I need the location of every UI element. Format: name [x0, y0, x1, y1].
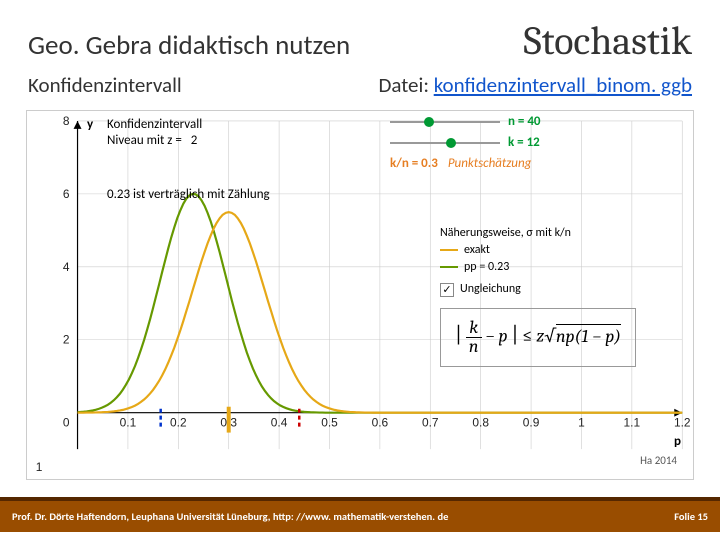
title-left: Geo. Gebra didaktisch nutzen — [28, 29, 350, 62]
svg-text:1: 1 — [36, 460, 43, 474]
chart-title2-text: Niveau mit z = — [107, 133, 182, 148]
legend-approx: Näherungsweise, σ mit k/n — [440, 225, 660, 242]
svg-text:2: 2 — [63, 333, 70, 347]
formula-box: | k n − p | ≤ z√np(1 − p) — [440, 308, 636, 367]
check-icon[interactable]: ✓ — [440, 283, 454, 297]
chart-title1: Konfidenzintervall — [107, 117, 202, 132]
check-label: Ungleichung — [460, 281, 521, 298]
svg-text:0.1: 0.1 — [120, 416, 137, 430]
svg-text:0.2: 0.2 — [170, 416, 187, 430]
compat-text: 0.23 ist verträglich mit Zählung — [107, 187, 270, 202]
legend: Näherungsweise, σ mit k/n exakt pp = 0.2… — [440, 225, 660, 367]
file-prefix: Datei: — [378, 72, 433, 98]
svg-text:8: 8 — [63, 114, 70, 128]
xlabel: p — [674, 434, 681, 449]
slider-n-label: n = 40 — [508, 114, 541, 129]
legend-pp-row: pp = 0.23 — [440, 259, 660, 276]
chart-title2-val: 2 — [191, 133, 198, 148]
check-row: ✓ Ungleichung — [440, 281, 660, 298]
slider-n-row: n = 40 — [390, 114, 680, 129]
slider-n[interactable] — [390, 121, 500, 123]
svg-text:0: 0 — [63, 416, 70, 430]
legend-pp: pp = 0.23 — [464, 259, 509, 276]
file-link[interactable]: konfidenzintervall_binom. ggb — [434, 72, 692, 98]
ylabel: y — [87, 117, 93, 132]
slider-k[interactable] — [390, 142, 500, 144]
svg-text:1: 1 — [578, 416, 585, 430]
swatch-exact — [440, 249, 458, 251]
svg-text:1.1: 1.1 — [624, 416, 641, 430]
svg-text:0.4: 0.4 — [271, 416, 288, 430]
header: Geo. Gebra didaktisch nutzen Stochastik — [0, 0, 720, 72]
svg-text:0.7: 0.7 — [422, 416, 439, 430]
svg-text:0.8: 0.8 — [472, 416, 489, 430]
svg-text:0.9: 0.9 — [523, 416, 540, 430]
slider-k-row: k = 12 — [390, 135, 680, 150]
author: Ha 2014 — [640, 454, 677, 467]
subheader: Konfidenzintervall Datei: konfidenzinter… — [0, 72, 720, 106]
footer: Prof. Dr. Dörte Haftendorn, Leuphana Uni… — [0, 497, 720, 532]
ratio-row: k/n = 0.3 Punktschätzung — [390, 156, 680, 171]
chart-title2: Niveau mit z = 2 — [107, 133, 197, 148]
svg-text:1.2: 1.2 — [674, 416, 691, 430]
controls: n = 40 k = 12 k/n = 0.3 Punktschätzung — [390, 114, 680, 177]
footer-left: Prof. Dr. Dörte Haftendorn, Leuphana Uni… — [12, 510, 448, 523]
slider-k-label: k = 12 — [508, 135, 540, 150]
slide: Geo. Gebra didaktisch nutzen Stochastik … — [0, 0, 720, 540]
svg-text:4: 4 — [63, 260, 70, 274]
legend-exact: exakt — [464, 242, 490, 259]
sub-right: Datei: konfidenzintervall_binom. ggb — [378, 72, 692, 98]
swatch-pp — [440, 266, 458, 268]
svg-text:6: 6 — [63, 187, 70, 201]
svg-text:0.5: 0.5 — [321, 416, 338, 430]
footer-right: Folie 15 — [674, 510, 708, 523]
legend-exact-row: exakt — [440, 242, 660, 259]
svg-text:0.6: 0.6 — [372, 416, 389, 430]
ratio-label: k/n = 0.3 — [390, 156, 438, 171]
sub-left: Konfidenzintervall — [28, 72, 182, 98]
title-right: Stochastik — [523, 18, 692, 64]
punkt-label: Punktschätzung — [448, 156, 532, 171]
